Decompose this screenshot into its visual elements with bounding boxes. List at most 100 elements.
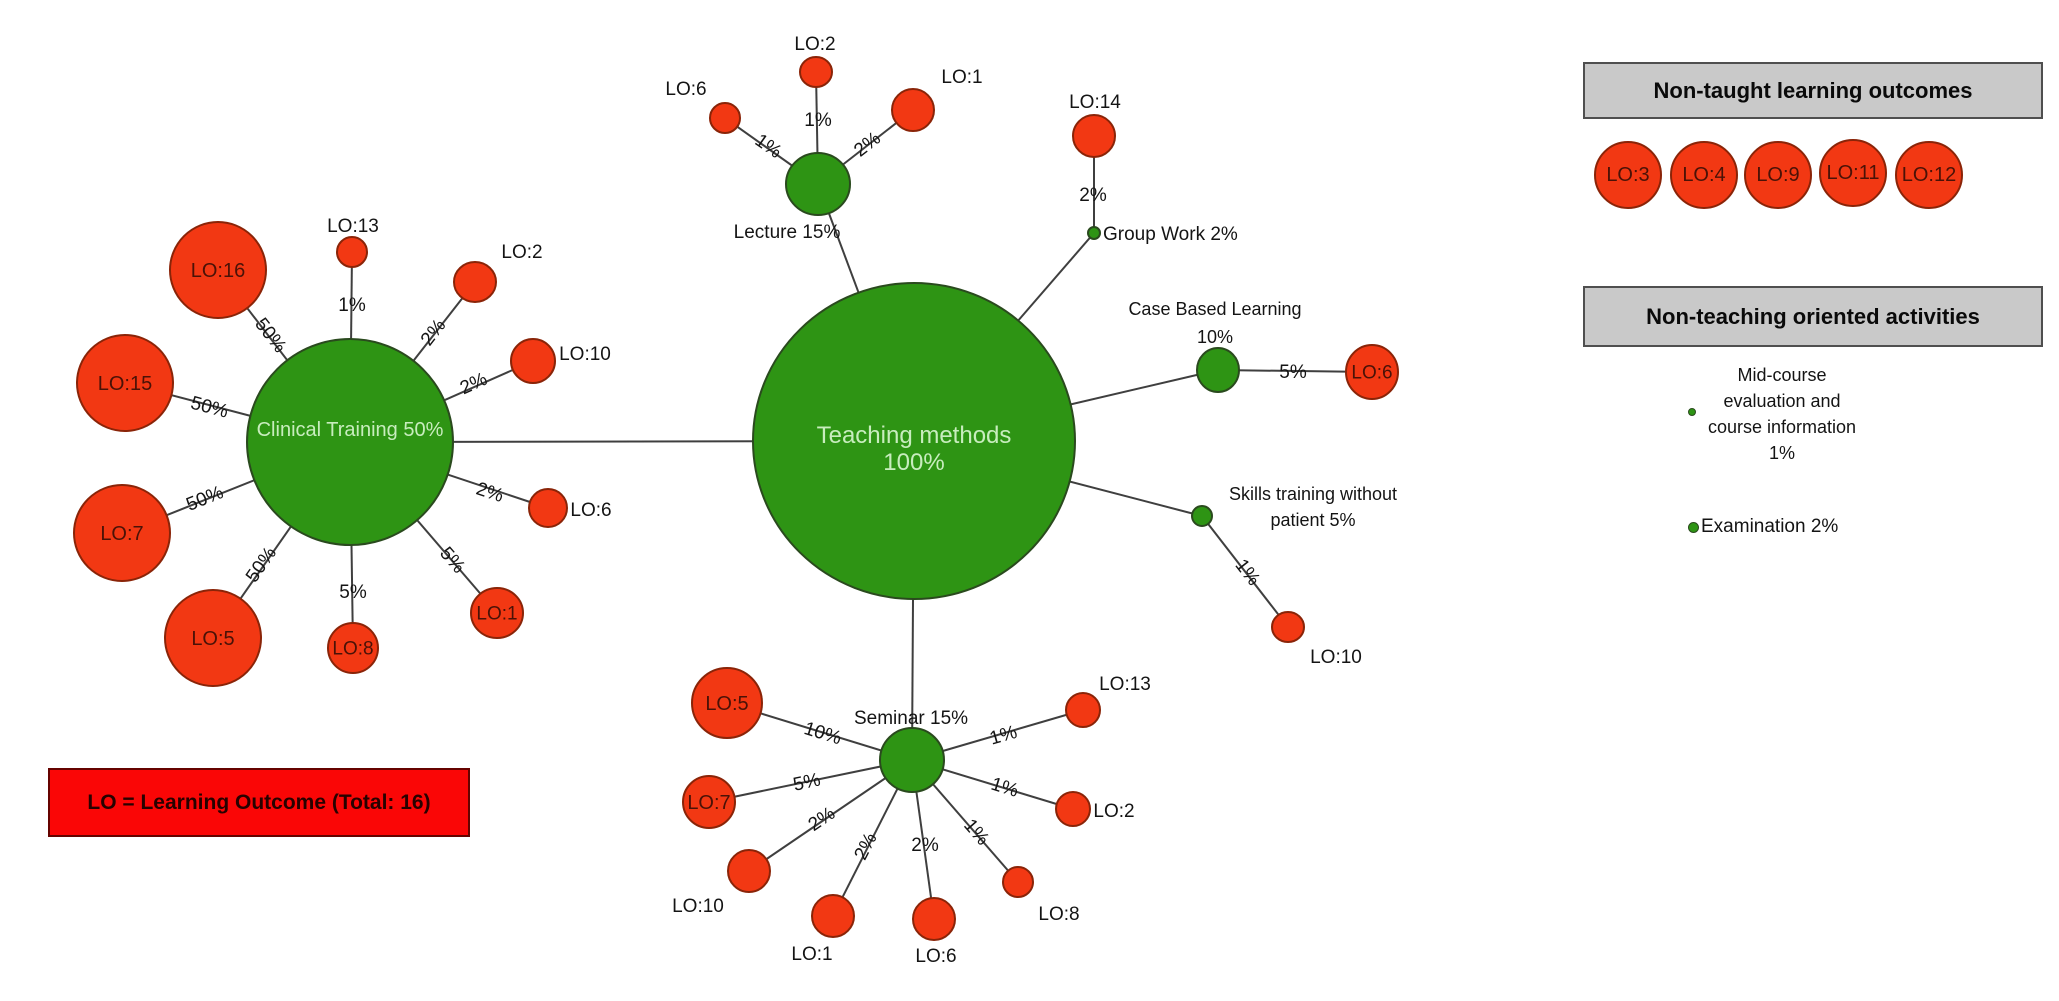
node-label-c_lo15: LO:15	[98, 373, 152, 395]
node-s_lo6	[912, 897, 956, 941]
non-taught-header: Non-taught learning outcomes	[1583, 62, 2043, 119]
non-taught-title: Non-taught learning outcomes	[1653, 77, 1973, 103]
non-teaching-title: Non-teaching oriented activities	[1646, 303, 1980, 329]
node-s_lo2	[1055, 791, 1091, 827]
edge-label: 50%	[188, 393, 230, 423]
node-c_lo16	[169, 221, 267, 319]
edge-label: 1%	[338, 295, 366, 316]
node-label-s_lo6: LO:6	[915, 946, 956, 967]
node-label-l_lo2: LO:2	[794, 34, 835, 55]
node-c_lo15	[76, 334, 174, 432]
examination-note: Examination 2%	[1701, 516, 1839, 537]
node-c_lo10	[510, 338, 556, 384]
node-label-s_lo13: LO:13	[1099, 674, 1151, 695]
node-c_lo2	[453, 261, 497, 303]
lo-circle-label: LO:11	[1826, 161, 1880, 184]
node-label-sk_lo10: LO:10	[1310, 647, 1362, 668]
node-s_lo1	[811, 894, 855, 938]
edge-label: 1%	[987, 722, 1019, 750]
node-l_lo2	[799, 56, 833, 88]
non-teaching-header: Non-teaching oriented activities	[1583, 286, 2043, 347]
edge-label: 2%	[473, 479, 506, 507]
edge-label: 1%	[804, 110, 832, 131]
node-s_lo8	[1002, 866, 1034, 898]
node-c_lo8	[327, 622, 379, 674]
node-label-cb_lo6: LO:6	[1351, 363, 1392, 384]
node-label-c_lo10: LO:10	[559, 344, 611, 365]
lo-circle-label: LO:9	[1756, 163, 1800, 186]
edge-label: 2%	[457, 369, 491, 399]
node-label-groupwork: Group Work 2%	[1103, 224, 1238, 245]
node-label-s_lo5: LO:5	[705, 693, 748, 715]
lo-circle-label: LO:12	[1901, 163, 1957, 186]
node-c_lo7	[73, 484, 171, 582]
edge-label: 2%	[851, 829, 882, 863]
node-groupwork	[1087, 226, 1101, 240]
node-skills	[1191, 505, 1213, 527]
lo-circle-label: LO:3	[1606, 163, 1650, 186]
node-c_lo13	[336, 236, 368, 268]
node-teaching	[752, 282, 1076, 600]
node-s_lo10	[727, 849, 771, 893]
node-label-s_lo8: LO:8	[1038, 904, 1079, 925]
node-cbl	[1196, 347, 1240, 393]
node-seminar	[879, 727, 945, 793]
node-label-lo14: LO:14	[1069, 92, 1121, 113]
node-label-c_lo6: LO:6	[570, 500, 611, 521]
node-label-c_lo7: LO:7	[100, 523, 143, 545]
edge-label: 10%	[801, 718, 844, 749]
node-label-c_lo13: LO:13	[327, 216, 379, 237]
lo-circle-label: LO:4	[1682, 163, 1726, 186]
node-label-lecture: Lecture 15%	[734, 222, 841, 243]
node-label-s_lo2: LO:2	[1093, 801, 1134, 822]
legend-box: LO = Learning Outcome (Total: 16)	[48, 768, 470, 837]
node-label-s_lo1: LO:1	[791, 944, 832, 965]
edge-label: 1%	[988, 774, 1021, 802]
node-label-s_lo7: LO:7	[687, 792, 730, 814]
node-label-seminar: Seminar 15%	[854, 708, 968, 729]
node-label-c_lo1: LO:1	[476, 604, 517, 625]
edge-label: 2%	[850, 128, 885, 162]
node-label-cbl: Case Based Learning	[1128, 299, 1301, 319]
node-label-c_lo16: LO:16	[191, 260, 245, 282]
node-lo14	[1072, 114, 1116, 158]
node-lecture	[785, 152, 851, 216]
edge-seminar-s_lo7	[708, 759, 913, 803]
node-c_lo5	[164, 589, 262, 687]
node-l_lo1	[891, 88, 935, 132]
node-label-l_lo6: LO:6	[665, 79, 706, 100]
non-taught-lo-circle: LO:4	[1670, 141, 1738, 209]
non-taught-lo-circle: LO:9	[1744, 141, 1812, 209]
node-label-clinical: Clinical Training 50%	[257, 419, 444, 441]
non-taught-lo-circle: LO:3	[1594, 141, 1662, 209]
node-cb_lo6	[1345, 344, 1399, 400]
midcourse-note: Mid-course evaluation and course informa…	[1707, 365, 1857, 463]
node-label-teaching: Teaching methods	[817, 422, 1012, 449]
node-c_lo6	[528, 488, 568, 528]
non-taught-lo-circle: LO:12	[1895, 141, 1963, 209]
node-label-c_lo5: LO:5	[191, 628, 234, 650]
node-sk_lo10	[1271, 611, 1305, 643]
node-s_lo7	[682, 775, 736, 829]
edge-label: 2%	[1079, 185, 1107, 206]
edge-label: 5%	[791, 769, 822, 795]
node-label-skills: Skills training without	[1229, 484, 1397, 504]
node-label-s_lo10: LO:10	[672, 896, 724, 917]
node-label-l_lo1: LO:1	[941, 67, 982, 88]
edge-label: 50%	[183, 482, 226, 516]
edge-label: 5%	[339, 582, 367, 603]
edge-label: 5%	[1279, 362, 1307, 383]
node-s_lo13	[1065, 692, 1101, 728]
node-label-cbl: 10%	[1197, 327, 1233, 347]
node-label-teaching: 100%	[883, 449, 944, 476]
edge-label: 2%	[805, 803, 840, 836]
midcourse-bullet-icon	[1688, 408, 1696, 416]
node-label-skills: patient 5%	[1270, 510, 1355, 530]
edge-label: 2%	[911, 835, 939, 856]
edge-skills-sk_lo10	[1201, 515, 1289, 628]
node-l_lo6	[709, 102, 741, 134]
node-s_lo5	[691, 667, 763, 739]
node-label-c_lo8: LO:8	[332, 639, 373, 660]
node-label-c_lo2: LO:2	[501, 242, 542, 263]
